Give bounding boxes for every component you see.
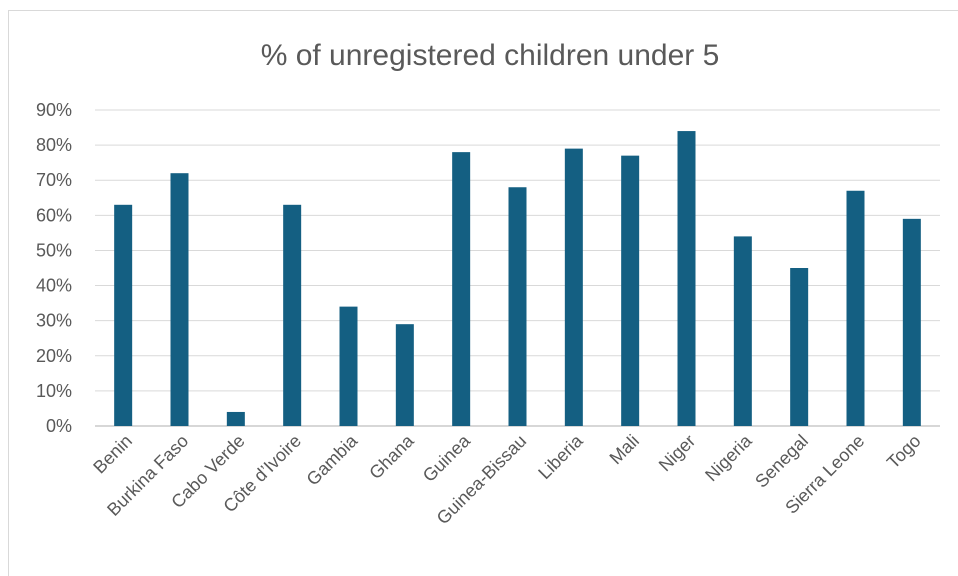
bars	[114, 131, 921, 427]
bar	[846, 190, 865, 426]
bar	[170, 173, 189, 426]
bar	[226, 411, 245, 426]
x-tick-label: Benin	[89, 431, 136, 478]
x-tick-label: Ghana	[365, 430, 418, 483]
bar	[677, 131, 696, 427]
x-tick-label: Mali	[606, 431, 643, 468]
y-tick-label: 70%	[36, 170, 72, 190]
y-tick-label: 10%	[36, 381, 72, 401]
x-tick-label: Togo	[883, 431, 925, 473]
y-tick-label: 0%	[46, 416, 72, 436]
bar	[621, 155, 640, 426]
y-tick-label: 30%	[36, 311, 72, 331]
bar	[114, 204, 133, 426]
bar	[790, 268, 809, 426]
bar	[339, 306, 358, 426]
x-tick-label: Guinea	[419, 430, 475, 486]
bar	[733, 236, 752, 426]
y-tick-label: 20%	[36, 346, 72, 366]
bar	[508, 187, 527, 426]
chart-title: % of unregistered children under 5	[261, 39, 720, 72]
x-tick-label: Nigeria	[701, 430, 756, 485]
bar	[564, 148, 583, 426]
y-tick-label: 80%	[36, 135, 72, 155]
bar	[452, 152, 471, 426]
bar	[395, 324, 414, 426]
y-tick-label: 40%	[36, 276, 72, 296]
bar	[902, 218, 921, 426]
y-tick-label: 90%	[36, 100, 72, 120]
y-axis-ticks: 0% 10% 20% 30% 40% 50% 60% 70% 80% 90%	[36, 100, 72, 436]
y-tick-label: 50%	[36, 240, 72, 260]
x-tick-label: Niger	[655, 431, 700, 476]
x-tick-label: Gambia	[303, 430, 362, 489]
y-tick-label: 60%	[36, 205, 72, 225]
x-tick-label: Liberia	[534, 430, 587, 483]
bar	[283, 204, 302, 426]
